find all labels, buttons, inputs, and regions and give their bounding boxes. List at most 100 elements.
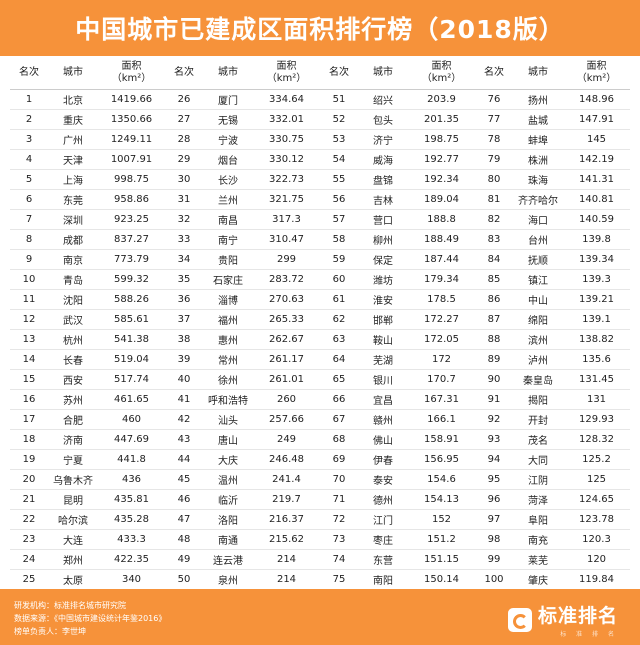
table-row: 18 济南 447.69 43 唐山 249 68 佛山 158.91 93 茂名 128.32 [10,429,630,450]
city-cell: 上海 [48,169,98,190]
table-row: 2 重庆 1350.66 27 无锡 332.01 52 包头 201.35 77 盐城 147.91 [10,109,630,130]
area-cell: 585.61 [98,309,165,330]
city-cell: 江门 [358,509,408,530]
area-cell: 998.75 [98,169,165,190]
area-cell: 187.44 [408,249,475,270]
city-cell: 株洲 [513,149,563,170]
city-cell: 南昌 [203,209,253,230]
credit-owner: 榜单负责人：李世坤 [14,627,86,636]
table-row: 15 西安 517.74 40 徐州 261.01 65 银川 170.7 90 秦皇岛 131.45 [10,369,630,390]
area-header: 面积 （km²） [563,56,630,90]
city-cell: 北京 [48,89,98,110]
rank-cell: 18 [10,429,48,450]
area-cell: 332.01 [253,109,320,130]
city-cell: 惠州 [203,329,253,350]
city-cell: 佛山 [358,429,408,450]
rank-cell: 7 [10,209,48,230]
rank-cell: 95 [475,469,513,490]
city-cell: 台州 [513,229,563,250]
rank-cell: 88 [475,329,513,350]
rank-cell: 47 [165,509,203,530]
rank-cell: 92 [475,409,513,430]
rank-cell: 46 [165,489,203,510]
city-cell: 珠海 [513,169,563,190]
rank-cell: 84 [475,249,513,270]
rank-cell: 34 [165,249,203,270]
city-cell: 石家庄 [203,269,253,290]
area-cell: 330.12 [253,149,320,170]
brand-icon [507,607,532,632]
area-cell: 435.28 [98,509,165,530]
area-cell: 321.75 [253,189,320,210]
area-cell: 257.66 [253,409,320,430]
city-cell: 重庆 [48,109,98,130]
area-cell: 216.37 [253,509,320,530]
rank-cell: 1 [10,89,48,110]
rank-cell: 6 [10,189,48,210]
city-cell: 赣州 [358,409,408,430]
area-cell: 261.01 [253,369,320,390]
table-row: 6 东莞 958.86 31 兰州 321.75 56 吉林 189.04 81 齐齐哈尔 140.8… [10,189,630,210]
city-cell: 长沙 [203,169,253,190]
rank-cell: 27 [165,109,203,130]
rank-cell: 41 [165,389,203,410]
city-cell: 长春 [48,349,98,370]
area-cell: 139.34 [563,249,630,270]
area-cell: 241.4 [253,469,320,490]
brand-logo: 标准排名 标 准 排 名 [507,601,618,638]
rank-cell: 87 [475,309,513,330]
table-row: 11 沈阳 588.26 36 淄博 270.63 61 淮安 178.5 86 中山 139.21 [10,289,630,310]
area-cell: 330.75 [253,129,320,150]
area-cell: 139.1 [563,309,630,330]
city-cell: 镇江 [513,269,563,290]
rank-cell: 20 [10,469,48,490]
rank-cell: 37 [165,309,203,330]
rank-cell: 99 [475,549,513,570]
city-cell: 大连 [48,529,98,550]
city-cell: 宁夏 [48,449,98,470]
area-cell: 299 [253,249,320,270]
city-header: 城市 [358,56,408,90]
city-cell: 沈阳 [48,289,98,310]
area-cell: 179.34 [408,269,475,290]
area-cell: 517.74 [98,369,165,390]
area-cell: 131 [563,389,630,410]
city-cell: 中山 [513,289,563,310]
city-cell: 泉州 [203,569,253,590]
city-cell: 开封 [513,409,563,430]
rank-cell: 97 [475,509,513,530]
rank-cell: 30 [165,169,203,190]
area-header: 面积 （km²） [253,56,320,90]
rank-cell: 13 [10,329,48,350]
area-cell: 441.8 [98,449,165,470]
rank-cell: 43 [165,429,203,450]
city-cell: 深圳 [48,209,98,230]
city-cell: 海口 [513,209,563,230]
table-header: 名次 城市 面积 （km²） 名次 城市 面积 （km²） 名次 城市 面积 （km²） 名次 城市… [10,56,630,90]
city-cell: 成都 [48,229,98,250]
area-cell: 124.65 [563,489,630,510]
rank-cell: 31 [165,189,203,210]
table-row: 8 成都 837.27 33 南宁 310.47 58 柳州 188.49 83 台州 139.8 [10,229,630,250]
area-cell: 172.27 [408,309,475,330]
rank-cell: 63 [320,329,358,350]
rank-cell: 22 [10,509,48,530]
table-row: 23 大连 433.3 48 南通 215.62 73 枣庄 151.2 98 南充 120.3 [10,529,630,550]
area-cell: 139.21 [563,289,630,310]
area-cell: 188.8 [408,209,475,230]
city-cell: 西安 [48,369,98,390]
rank-cell: 23 [10,529,48,550]
area-cell: 837.27 [98,229,165,250]
area-cell: 131.45 [563,369,630,390]
area-cell: 599.32 [98,269,165,290]
city-cell: 昆明 [48,489,98,510]
rank-cell: 62 [320,309,358,330]
table-row: 7 深圳 923.25 32 南昌 317.3 57 营口 188.8 82 海口 140.59 [10,209,630,230]
table-row: 25 太原 340 50 泉州 214 75 南阳 150.14 100 肇庆 119.84 [10,569,630,590]
rank-cell: 54 [320,149,358,170]
rank-cell: 71 [320,489,358,510]
rank-cell: 5 [10,169,48,190]
city-cell: 滨州 [513,329,563,350]
table-row: 3 广州 1249.11 28 宁波 330.75 53 济宁 198.75 78 蚌埠 145 [10,129,630,150]
